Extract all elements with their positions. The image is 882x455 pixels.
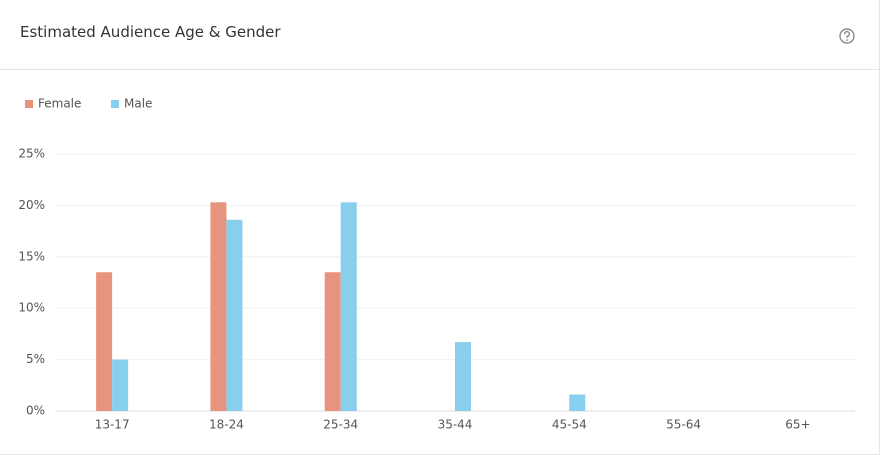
- chart: Female Male 0% 5% 10% 15% 20% 25% 13-17 18-24 25-3…: [18, 97, 855, 432]
- bar: [324, 272, 341, 411]
- bar: [340, 202, 357, 411]
- y-tick-label: 10%: [18, 301, 45, 315]
- y-tick-label: 0%: [26, 404, 45, 418]
- bar: [455, 342, 471, 411]
- legend-label: Female: [38, 97, 81, 111]
- bar: [96, 272, 113, 411]
- x-tick-label: 45-54: [552, 418, 587, 432]
- chart-title: Estimated Audience Age & Gender: [20, 23, 281, 41]
- legend-swatch: [111, 100, 119, 108]
- x-tick-label: 55-64: [666, 418, 701, 432]
- bar: [210, 202, 227, 411]
- x-tick-label: 18-24: [209, 418, 244, 432]
- y-tick-label: 20%: [18, 198, 45, 212]
- x-tick-label: 25-34: [323, 418, 358, 432]
- x-tick-label: 13-17: [95, 418, 130, 432]
- legend-label: Male: [124, 97, 152, 111]
- y-tick-label: 15%: [18, 249, 45, 263]
- x-tick-label: 35-44: [438, 418, 473, 432]
- bar: [226, 219, 243, 411]
- header: Estimated Audience Age & Gender: [0, 0, 879, 70]
- y-tick-label: 5%: [26, 352, 45, 366]
- x-tick-label: 65+: [785, 418, 810, 432]
- bar: [569, 394, 586, 411]
- y-tick-label: 25%: [18, 147, 45, 161]
- legend-swatch: [25, 100, 33, 108]
- help-icon[interactable]: [838, 27, 856, 45]
- bar: [112, 359, 129, 411]
